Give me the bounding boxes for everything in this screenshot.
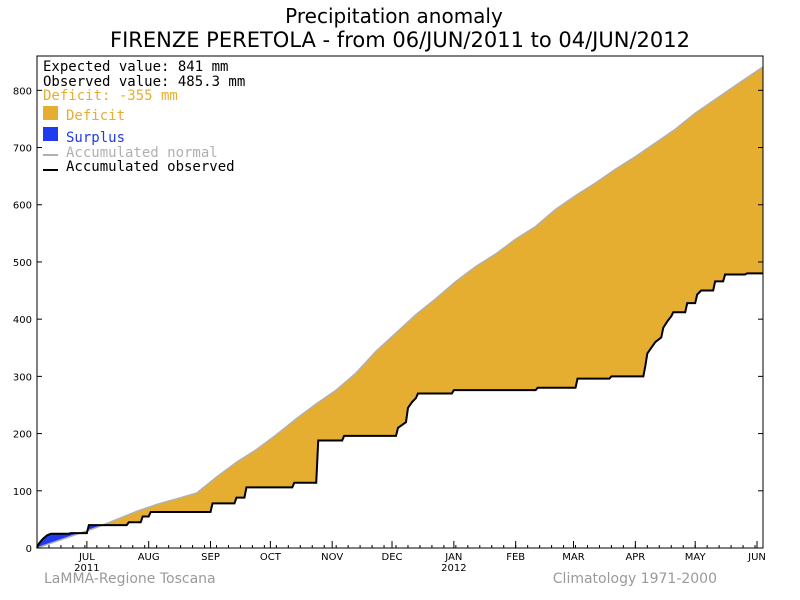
expected-value-text: Expected value: 841 mm (43, 59, 228, 75)
chart-title: Precipitation anomaly (285, 4, 503, 28)
y-tick-label: 800 (13, 86, 32, 97)
x-tick-label: AUG (138, 552, 160, 563)
deficit-area (79, 67, 763, 534)
deficit-value-text: Deficit: -355 mm (43, 88, 178, 104)
y-tick-label: 400 (13, 315, 32, 326)
footer-climatology: Climatology 1971-2000 (553, 571, 717, 587)
x-tick-label: APR (625, 552, 645, 563)
plot-frame (36, 55, 764, 549)
accumulated-observed-line (36, 272, 763, 549)
chart-subtitle: FIRENZE PERETOLA - from 06/JUN/2011 to 0… (110, 28, 690, 52)
x-year-label: 2011 (74, 563, 99, 574)
y-tick-label: 200 (13, 430, 32, 441)
y-tick-label: 100 (13, 487, 32, 498)
accumulated-normal-line (36, 66, 764, 549)
legend-deficit-label: Deficit (66, 108, 125, 124)
observed-value-text: Observed value: 485.3 mm (43, 74, 245, 90)
plot-area (36, 66, 764, 549)
x-tick-label: JAN (444, 552, 462, 563)
x-tick-label: JUN (747, 552, 766, 563)
y-tick-label: 0 (26, 544, 32, 555)
x-year-label: 2012 (441, 563, 466, 574)
x-tick-label: FEB (506, 552, 525, 563)
x-tick-label: SEP (201, 552, 220, 563)
y-tick-label: 600 (13, 201, 32, 212)
x-tick-label: DEC (382, 552, 403, 563)
x-tick-label: OCT (260, 552, 282, 563)
legend-normal-label: Accumulated normal (66, 145, 218, 161)
x-tick-label: MAY (685, 552, 707, 563)
x-tick-label: NOV (321, 552, 343, 563)
legend: Expected value: 841 mm Observed value: 4… (43, 59, 245, 175)
y-tick-label: 500 (13, 258, 32, 269)
y-axis: 0 100 200 300 400 500 600 700 800 (13, 86, 763, 555)
legend-observed-label: Accumulated observed (66, 159, 235, 175)
footer-credit: LaMMA-Regione Toscana (44, 571, 216, 587)
legend-surplus-label: Surplus (66, 130, 125, 146)
legend-deficit-swatch (43, 106, 58, 120)
x-tick-label: MAR (562, 552, 584, 563)
y-tick-label: 700 (13, 144, 32, 155)
x-tick-label: JUL (78, 552, 95, 563)
legend-surplus-swatch (43, 127, 58, 141)
y-tick-label: 300 (13, 372, 32, 383)
